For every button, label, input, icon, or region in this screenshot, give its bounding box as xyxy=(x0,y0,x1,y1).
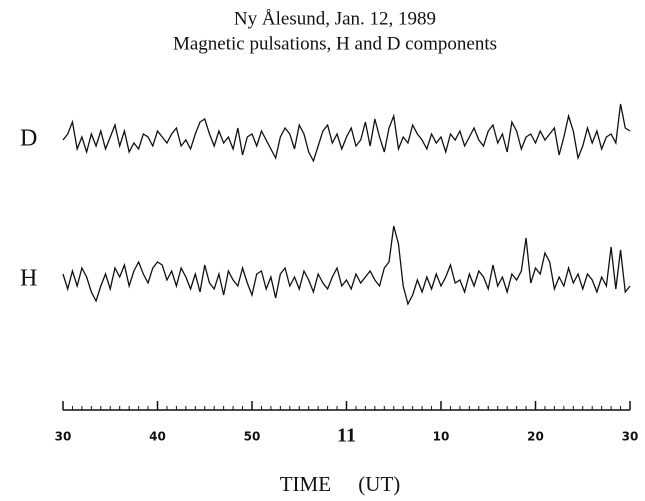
trace-label: H xyxy=(20,266,37,292)
x-axis-title: TIME (UT) xyxy=(280,472,401,496)
x-tick-label: 40 xyxy=(149,430,166,444)
trace xyxy=(62,225,631,306)
x-tick-label: 30 xyxy=(622,430,639,444)
x-tick-label: 30 xyxy=(55,430,72,444)
x-tick-label: 50 xyxy=(244,430,261,444)
x-tick-label: 10 xyxy=(433,430,450,444)
trace xyxy=(62,103,631,163)
trace-label: D xyxy=(20,126,37,152)
chart-title: Ny Ålesund, Jan. 12, 1989 xyxy=(234,8,436,29)
x-tick-label: 11 xyxy=(337,425,356,447)
x-tick-label: 20 xyxy=(527,430,544,444)
chart-subtitle: Magnetic pulsations, H and D components xyxy=(173,33,497,54)
